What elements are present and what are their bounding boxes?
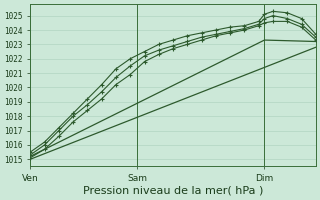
X-axis label: Pression niveau de la mer( hPa ): Pression niveau de la mer( hPa ): [83, 186, 263, 196]
